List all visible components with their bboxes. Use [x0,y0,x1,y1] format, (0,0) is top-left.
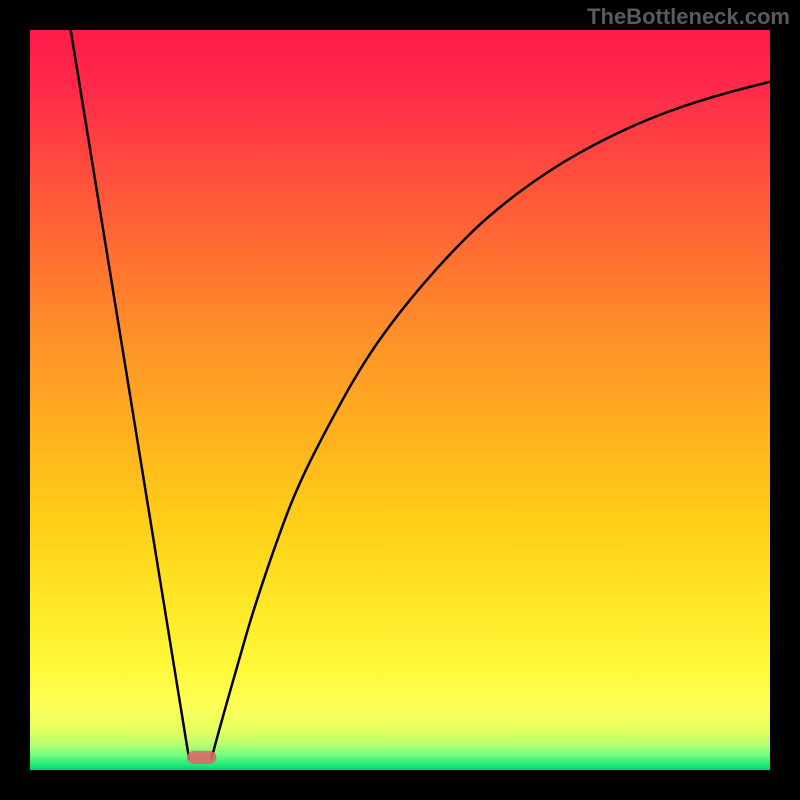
optimal-marker [187,751,217,764]
plot-background [30,30,770,770]
watermark-text: TheBottleneck.com [587,4,790,30]
chart-container: { "watermark": { "text": "TheBottleneck.… [0,0,800,800]
bottleneck-chart [0,0,800,800]
